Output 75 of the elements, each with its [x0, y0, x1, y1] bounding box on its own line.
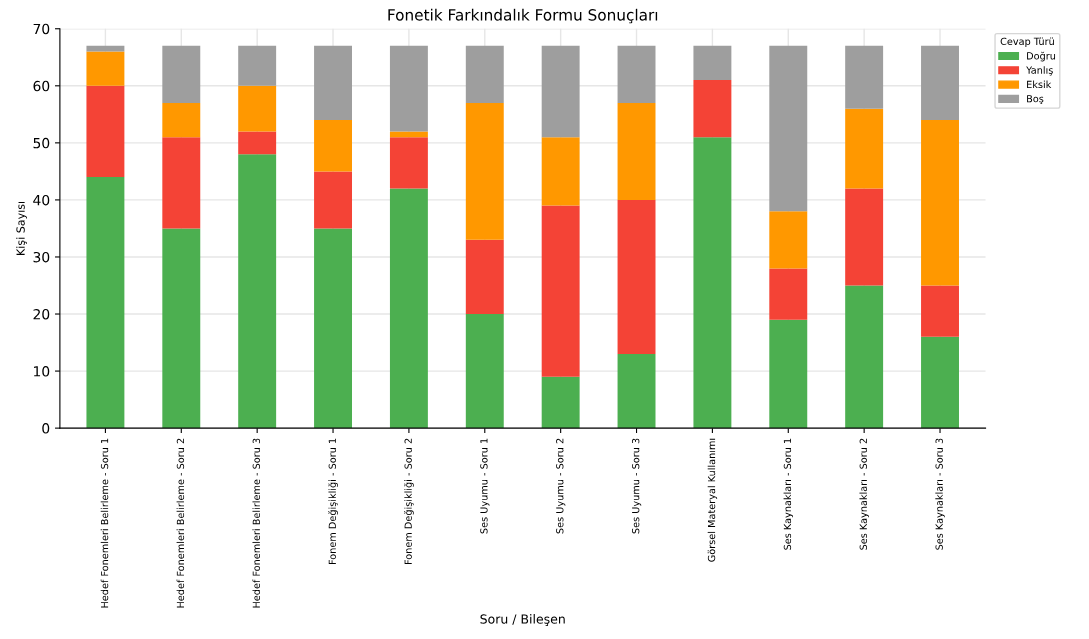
bar — [845, 108, 884, 189]
bar — [769, 45, 808, 212]
bar — [845, 188, 884, 286]
legend-label: Boş — [1027, 95, 1044, 105]
bar — [389, 188, 428, 429]
bar — [465, 239, 504, 315]
bar — [617, 199, 656, 354]
bar — [162, 137, 201, 229]
bar — [86, 177, 125, 429]
x-tick-label: Hedef Fonemleri Belirleme - Soru 3 — [252, 438, 260, 608]
x-tick-label: Hedef Fonemleri Belirleme - Soru 2 — [176, 438, 185, 608]
chart-title: Fonetik Farkındalık Formu Sonuçları — [388, 8, 658, 24]
bar — [162, 228, 201, 429]
bar — [541, 45, 580, 138]
y-tick-label: 40 — [33, 194, 50, 206]
bar — [238, 131, 277, 155]
bar — [86, 51, 125, 86]
x-tick-label: Ses Uyumu - Soru 2 — [556, 438, 566, 534]
bar — [238, 154, 277, 429]
y-axis-title: Kişi Sayısı — [16, 201, 27, 255]
y-tick-label: 20 — [33, 308, 50, 320]
bar — [845, 45, 884, 109]
legend-label: Yanlış — [1026, 66, 1053, 76]
bar — [921, 45, 959, 121]
bar — [769, 211, 808, 269]
bar — [314, 171, 353, 229]
y-tick-label: 70 — [33, 23, 50, 35]
bar — [314, 228, 353, 429]
legend-label: Eksik — [1027, 80, 1052, 89]
y-tick-label: 30 — [33, 251, 50, 263]
bar — [465, 314, 504, 429]
bar — [769, 268, 808, 320]
bar — [693, 80, 732, 138]
bar — [617, 102, 656, 200]
x-tick-label: Hedef Fonemleri Belirleme - Soru 1 — [100, 438, 109, 608]
legend-label: Doğru — [1027, 51, 1056, 62]
bar — [389, 131, 428, 138]
bar — [921, 120, 959, 286]
bar — [389, 45, 428, 132]
x-tick-label: Fonem Değişikliği - Soru 2 — [404, 438, 414, 565]
x-tick-label: Ses Uyumu - Soru 3 — [632, 438, 642, 534]
bar — [541, 205, 580, 377]
x-tick-label: Ses Kaynakları - Soru 2 — [859, 438, 869, 550]
bar — [617, 45, 656, 103]
bar — [86, 85, 125, 178]
bar — [769, 319, 808, 429]
legend-title: Cevap Türü — [1000, 37, 1054, 47]
x-tick-label: Fonem Değişikliği - Soru 1 — [328, 438, 338, 565]
bar — [693, 137, 732, 429]
bar — [921, 285, 959, 337]
bar — [617, 353, 656, 429]
bar — [541, 137, 580, 206]
bar — [541, 376, 580, 429]
x-tick-label: Ses Uyumu - Soru 1 — [480, 438, 490, 534]
bar — [86, 45, 125, 52]
bar — [162, 102, 201, 138]
bar — [314, 120, 353, 172]
x-tick-label: Görsel Materyal Kullanımı — [707, 438, 718, 562]
bar — [465, 45, 504, 103]
x-tick-label: Ses Kaynakları - Soru 1 — [783, 438, 793, 550]
y-tick-label: 10 — [34, 366, 50, 377]
bar — [389, 137, 428, 189]
y-tick-label: 0 — [42, 423, 50, 434]
bar — [238, 45, 277, 86]
y-tick-label: 50 — [33, 137, 50, 149]
y-tick-label: 60 — [33, 80, 50, 92]
bar — [314, 45, 353, 121]
bar — [465, 102, 504, 240]
x-axis-title: Soru / Bileşen — [480, 614, 565, 626]
bar — [845, 285, 884, 429]
bar — [921, 336, 959, 429]
x-tick-label: Ses Kaynakları - Soru 3 — [935, 438, 945, 550]
bar — [238, 85, 277, 132]
bar — [162, 45, 201, 103]
bar — [693, 45, 732, 81]
